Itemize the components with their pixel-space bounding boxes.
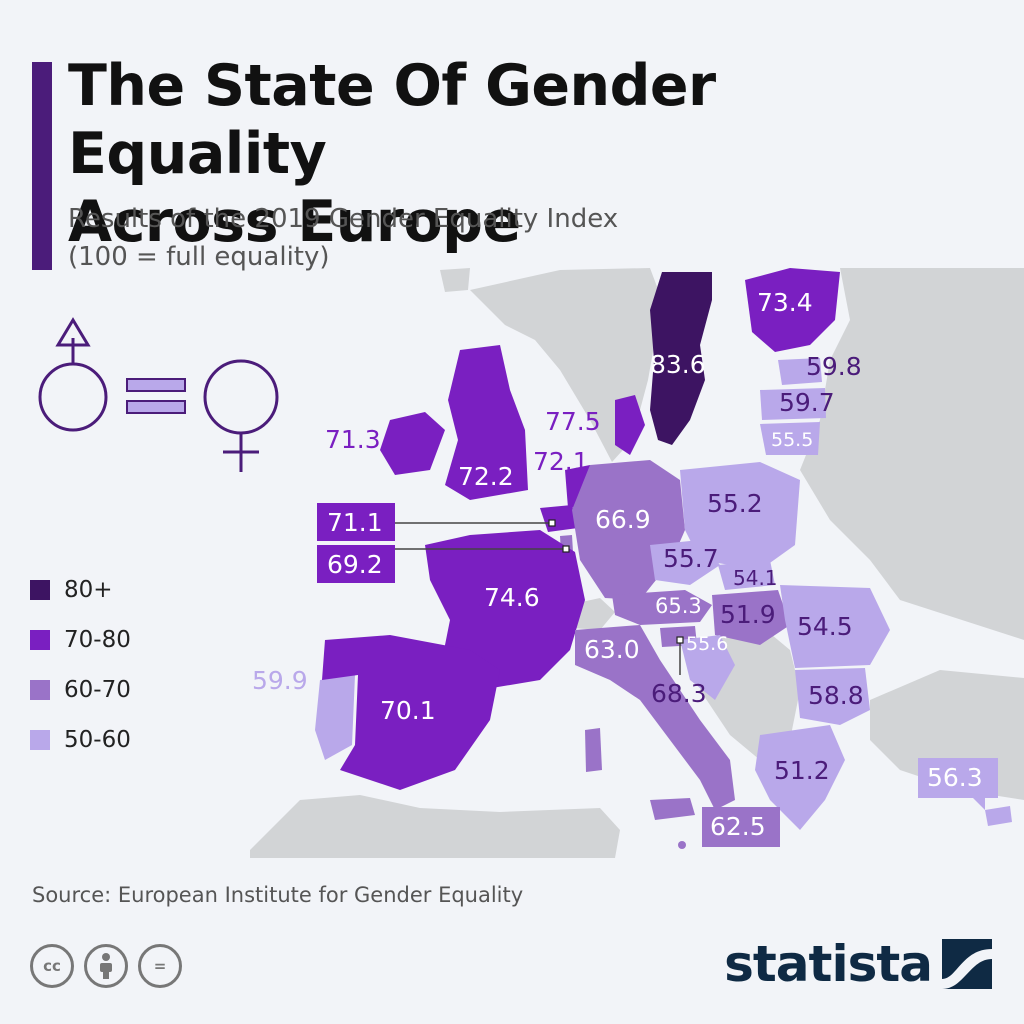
title-line-2: Across Europe	[68, 189, 521, 255]
croatia-leader-dot	[676, 636, 684, 644]
value-label-romania: 54.5	[797, 612, 853, 641]
legend-label-60-70: 60-70	[64, 677, 131, 703]
title-line-1: The State Of Gender Equality	[68, 53, 716, 187]
legend-swatch-80plus	[30, 580, 50, 600]
legend-item-50-60: 50-60	[30, 715, 131, 765]
value-label-france: 74.6	[484, 583, 540, 612]
austria-region	[612, 590, 712, 625]
value-label-austria: 65.3	[655, 594, 702, 618]
value-label-bulgaria: 58.8	[808, 681, 864, 710]
value-label-sweden: 83.6	[650, 350, 706, 379]
sardinia-region	[585, 728, 602, 772]
cyprus-callout-box	[918, 758, 998, 810]
latvia-region	[760, 388, 826, 420]
legend-label-70-80: 70-80	[64, 627, 131, 653]
slovakia-region	[718, 560, 775, 590]
iceland-coast-strip	[440, 268, 470, 292]
value-label-czechia: 55.7	[663, 544, 719, 573]
estonia-region	[778, 358, 822, 385]
denmark-region	[615, 395, 645, 455]
romania-region	[780, 585, 890, 668]
value-label-germany: 66.9	[595, 505, 651, 534]
value-label-portugal: 59.9	[252, 666, 308, 695]
legend-item-80plus: 80+	[30, 565, 131, 615]
male-symbol-icon	[38, 317, 108, 432]
belgium-region	[540, 505, 578, 532]
russia-east	[800, 268, 1024, 640]
north-africa	[250, 795, 620, 858]
legend-swatch-70-80	[30, 630, 50, 650]
belgium-leader-dot	[548, 519, 556, 527]
value-label-latvia: 59.7	[779, 388, 835, 417]
female-symbol-icon	[203, 359, 279, 472]
chart-subtitle: Results of the 2019 Gender Equality Inde…	[68, 200, 788, 276]
hungary-region	[712, 590, 790, 645]
italy-region	[575, 625, 735, 810]
subtitle-line-2: (100 = full equality)	[68, 242, 330, 272]
value-label-hungary: 51.9	[720, 600, 776, 629]
no-derivatives-icon[interactable]: =	[138, 944, 182, 988]
malta-callout-box	[702, 807, 780, 847]
value-label-cyprus: 56.3	[927, 763, 983, 792]
legend-swatch-50-60	[30, 730, 50, 750]
czechia-region	[650, 540, 720, 585]
value-label-ireland: 71.3	[325, 425, 381, 454]
greece-region	[755, 725, 845, 830]
scandinavia-norway	[470, 268, 662, 462]
cc-icon-text: cc	[43, 957, 61, 975]
cc-icon[interactable]: cc	[30, 944, 74, 988]
value-label-malta: 62.5	[710, 812, 766, 841]
malta-dot	[678, 841, 686, 849]
chart-title: The State Of Gender Equality Across Euro…	[68, 52, 968, 256]
ireland-region	[380, 412, 445, 475]
luxembourg-callout-box	[317, 545, 395, 583]
equals-icon	[126, 378, 186, 414]
value-label-estonia: 59.8	[806, 352, 862, 381]
license-icons: cc =	[30, 944, 182, 988]
source-note: Source: European Institute for Gender Eq…	[32, 883, 524, 907]
nd-icon-text: =	[153, 957, 167, 975]
spain-region	[322, 635, 500, 790]
belgium-callout-box	[317, 503, 395, 541]
croatia-region	[680, 635, 735, 700]
value-label-netherlands: 72.1	[533, 447, 589, 476]
value-label-luxembourg: 69.2	[327, 550, 383, 579]
poland-region	[680, 462, 800, 570]
legend: 80+ 70-80 60-70 50-60	[30, 565, 131, 765]
sweden-region	[650, 272, 712, 445]
portugal-region	[315, 675, 355, 760]
legend-item-60-70: 60-70	[30, 665, 131, 715]
value-label-finland: 73.4	[757, 288, 813, 317]
title-accent-bar	[32, 62, 52, 270]
brand[interactable]: statista	[724, 935, 992, 993]
finland-region	[745, 268, 840, 352]
person-glyph	[100, 953, 112, 979]
brand-name: statista	[724, 935, 933, 993]
value-label-italy: 63.0	[584, 635, 640, 664]
value-label-uk: 72.2	[458, 462, 514, 491]
value-label-greece: 51.2	[774, 756, 830, 785]
subtitle-line-1: Results of the 2019 Gender Equality Inde…	[68, 204, 619, 234]
bulgaria-region	[795, 668, 870, 725]
value-label-belgium: 71.1	[327, 508, 383, 537]
cyprus-region	[985, 806, 1012, 826]
statista-logo-icon	[942, 939, 992, 989]
lithuania-region	[760, 422, 820, 455]
legend-label-50-60: 50-60	[64, 727, 131, 753]
legend-swatch-60-70	[30, 680, 50, 700]
value-label-croatia: 55.6	[686, 633, 728, 655]
value-label-lithuania: 55.5	[771, 429, 813, 451]
luxembourg-leader-dot	[562, 545, 570, 553]
uk-region	[445, 345, 528, 500]
value-label-denmark: 77.5	[545, 407, 601, 436]
legend-label-80plus: 80+	[64, 577, 113, 603]
value-label-spain: 70.1	[380, 696, 436, 725]
value-label-slovenia: 68.3	[651, 679, 707, 708]
attribution-icon[interactable]	[84, 944, 128, 988]
legend-item-70-80: 70-80	[30, 615, 131, 665]
sicily-region	[650, 798, 695, 820]
value-label-poland: 55.2	[707, 489, 763, 518]
value-label-slovakia: 54.1	[733, 566, 778, 590]
